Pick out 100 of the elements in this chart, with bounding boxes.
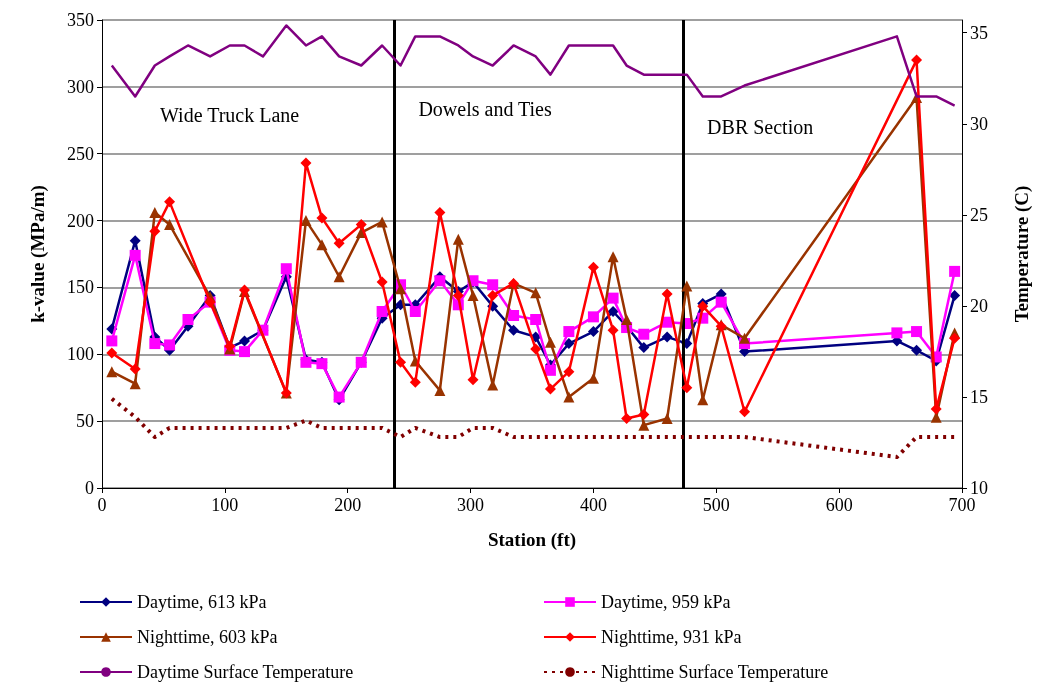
point: [409, 376, 421, 388]
point: [355, 219, 367, 231]
annotation: DBR Section: [707, 116, 814, 138]
x-tick-label: 500: [702, 495, 730, 515]
point: [638, 328, 650, 340]
point: [508, 324, 520, 336]
point: [300, 157, 312, 169]
point: [376, 216, 388, 228]
point: [563, 366, 575, 378]
point: [739, 406, 751, 418]
point: [587, 311, 599, 323]
x-axis-title: Station (ft): [487, 529, 577, 551]
y2-tick-label: 10: [970, 478, 988, 498]
x-tick-label: 100: [211, 495, 239, 515]
point: [149, 207, 161, 219]
point: [395, 356, 407, 368]
point: [300, 215, 312, 227]
point: [106, 366, 118, 378]
point: [452, 289, 464, 301]
point: [587, 261, 599, 273]
point: [316, 212, 328, 224]
point: [149, 338, 161, 350]
point: [563, 338, 575, 350]
point: [129, 378, 141, 390]
y-tick-label: 350: [67, 10, 94, 30]
point: [715, 296, 727, 308]
legend-label: Nighttime, 603 kPa: [137, 627, 278, 647]
point: [949, 289, 961, 301]
point: [333, 271, 345, 283]
point: [661, 412, 673, 424]
point: [487, 279, 499, 291]
y2-tick-label: 25: [970, 204, 988, 225]
point: [563, 326, 575, 338]
x-tick-label: 600: [825, 495, 853, 515]
y-tick-label: 50: [76, 411, 94, 432]
point: [129, 363, 141, 375]
y2-tick-label: 30: [970, 113, 988, 134]
point: [661, 331, 673, 343]
point: [587, 372, 599, 384]
x-tick-label: 200: [334, 495, 362, 515]
point: [164, 339, 176, 351]
point: [607, 306, 619, 317]
y2-tick-label: 20: [970, 295, 988, 316]
y-axis-title: k-value (MPa/m): [27, 185, 49, 323]
point: [530, 314, 542, 326]
point: [621, 314, 633, 326]
point: [563, 391, 575, 403]
point: [409, 306, 421, 317]
y2-axis-title: Temperature (C): [1011, 185, 1033, 323]
y2-tick-label: 15: [970, 386, 988, 407]
point: [316, 239, 328, 251]
annotation: Dowels and Ties: [418, 98, 552, 120]
point: [376, 276, 388, 288]
point: [681, 280, 693, 292]
point: [638, 342, 650, 354]
point: [587, 326, 599, 338]
y-tick-label: 300: [67, 76, 94, 97]
point: [164, 196, 176, 208]
point: [395, 283, 407, 295]
point: [911, 326, 923, 338]
point: [891, 327, 903, 339]
point: [949, 265, 961, 277]
x-tick-label: 300: [457, 495, 485, 515]
point: [544, 336, 556, 348]
y-tick-label: 150: [67, 277, 94, 298]
point: [106, 335, 118, 347]
point: [333, 237, 345, 249]
point: [149, 225, 161, 237]
point: [621, 412, 633, 424]
y2-tick-label: 35: [970, 22, 988, 43]
legend-label: Nighttime Surface Temperature: [601, 662, 829, 682]
point: [638, 408, 650, 420]
x-tick-label: 400: [579, 495, 607, 515]
point: [434, 384, 446, 396]
point: [467, 289, 479, 301]
legend-label: Daytime Surface Temperature: [137, 662, 354, 682]
annotation: Wide Truck Lane: [160, 104, 300, 126]
point: [911, 344, 923, 356]
point: [607, 292, 619, 304]
point: [239, 346, 251, 358]
point: [129, 249, 141, 261]
point: [434, 275, 446, 287]
y-tick-label: 250: [67, 143, 94, 164]
x-tick-label: 700: [948, 495, 976, 515]
point: [544, 364, 556, 376]
point: [530, 287, 542, 299]
point: [739, 332, 751, 344]
y-tick-label: 0: [85, 478, 94, 498]
point: [530, 343, 542, 355]
legend-label: Daytime, 959 kPa: [601, 592, 731, 612]
point: [949, 332, 961, 344]
y-tick-label: 200: [67, 210, 94, 231]
point: [607, 324, 619, 336]
point: [487, 289, 499, 301]
point: [106, 347, 118, 359]
x-tick-label: 0: [97, 495, 107, 515]
point: [239, 335, 251, 347]
point: [508, 310, 520, 322]
point: [182, 314, 194, 326]
point: [638, 419, 650, 431]
